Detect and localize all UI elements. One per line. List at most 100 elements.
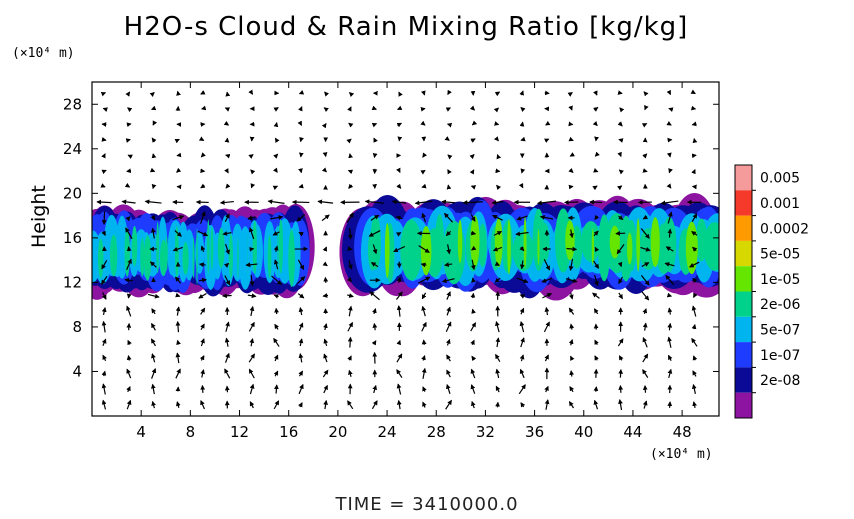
colorbar-label: 1e-07: [760, 348, 800, 364]
wind-arrow: [126, 385, 131, 393]
wind-arrow: [617, 185, 623, 191]
wind-arrow: [618, 215, 624, 221]
wind-arrow: [420, 120, 426, 126]
wind-arrow: [249, 305, 255, 317]
wind-arrow: [369, 291, 380, 301]
colorbar-label: 0.0002: [760, 221, 809, 237]
cloud-cell: [478, 223, 487, 268]
wind-arrow: [347, 305, 353, 317]
cloud-cell: [228, 233, 234, 279]
wind-arrow: [200, 399, 206, 410]
wind-arrow: [642, 214, 648, 220]
wind-arrow: [618, 398, 623, 411]
wind-arrow: [544, 399, 550, 410]
wind-arrow: [348, 91, 355, 98]
wind-arrow: [101, 370, 107, 377]
wind-arrow: [644, 104, 649, 111]
wind-arrow: [225, 183, 231, 189]
wind-arrow: [176, 339, 181, 346]
wind-arrow: [224, 107, 231, 112]
wind-arrow: [346, 212, 354, 223]
wind-arrow: [151, 322, 156, 331]
wind-arrow: [641, 291, 650, 301]
wind-arrow: [176, 167, 182, 173]
wind-arrow: [592, 185, 598, 191]
wind-arrow: [199, 277, 207, 283]
y-tick-label: 24: [63, 140, 82, 158]
cloud-cell: [159, 239, 168, 277]
wind-arrow: [149, 261, 157, 268]
wind-arrow: [470, 322, 477, 332]
wind-arrow: [493, 107, 500, 113]
wind-arrow: [470, 384, 476, 394]
wind-arrow: [297, 120, 303, 126]
wind-arrow: [470, 368, 476, 379]
wind-arrow: [689, 261, 700, 268]
wind-arrow: [495, 320, 500, 333]
wind-arrow: [370, 214, 380, 221]
colorbar-label: 2e-06: [760, 297, 800, 313]
wind-arrow: [101, 338, 107, 347]
wind-arrow: [667, 336, 672, 348]
wind-arrow: [151, 183, 157, 190]
wind-arrow: [446, 291, 451, 300]
cloud-cell: [435, 214, 444, 267]
cloud-cell: [267, 235, 272, 279]
colorbar-label: 0.001: [760, 196, 800, 212]
wind-arrow: [101, 230, 106, 236]
wind-arrow: [348, 153, 353, 159]
wind-arrow: [691, 305, 697, 317]
cloud-cell: [143, 235, 152, 281]
wind-arrow: [348, 369, 353, 377]
wind-arrow: [544, 354, 549, 362]
wind-arrow: [612, 199, 628, 205]
wind-arrow: [248, 353, 255, 363]
wind-arrow: [520, 337, 525, 348]
wind-arrow: [347, 106, 352, 112]
wind-arrow: [594, 355, 599, 361]
wind-arrow: [420, 90, 426, 96]
wind-arrow: [372, 322, 378, 331]
wind-arrow: [418, 245, 430, 253]
wind-arrow: [618, 292, 623, 300]
wind-arrow: [274, 137, 280, 143]
wind-arrow: [593, 230, 599, 237]
wind-arrow: [541, 277, 552, 283]
cloud-cell: [384, 222, 390, 279]
wind-arrow: [593, 106, 599, 112]
wind-arrow: [297, 259, 305, 271]
wind-arrow: [322, 261, 328, 267]
wind-arrow: [495, 353, 501, 362]
wind-arrow: [396, 183, 402, 189]
wind-arrow: [667, 368, 673, 379]
wind-arrow: [347, 355, 352, 361]
wind-arrow: [298, 90, 305, 95]
wind-arrow: [592, 292, 600, 299]
wind-arrow: [642, 336, 648, 348]
wind-arrow: [568, 258, 574, 272]
wind-arrow: [101, 399, 107, 410]
wind-arrow: [545, 120, 551, 126]
wind-arrow: [298, 106, 303, 112]
wind-arrow: [519, 260, 525, 270]
y-tick-label: 20: [63, 184, 82, 202]
cloud-cell: [196, 228, 198, 286]
wind-arrow: [618, 384, 624, 393]
wind-arrow: [346, 138, 352, 144]
wind-arrow: [152, 120, 158, 126]
wind-arrow: [494, 91, 501, 97]
wind-arrow: [298, 231, 304, 237]
wind-arrow: [396, 122, 403, 128]
wind-arrow: [519, 294, 526, 299]
wind-arrow: [569, 229, 574, 239]
wind-arrow: [492, 214, 503, 221]
colorbar-swatch: [735, 392, 752, 418]
wind-arrow: [272, 231, 280, 236]
wind-arrow: [516, 215, 528, 221]
wind-arrow: [247, 293, 257, 299]
wind-arrow: [321, 214, 330, 222]
wind-arrow: [666, 183, 672, 189]
wind-arrow: [519, 307, 525, 315]
wind-arrow: [127, 107, 133, 113]
cloud-field: [92, 193, 719, 301]
